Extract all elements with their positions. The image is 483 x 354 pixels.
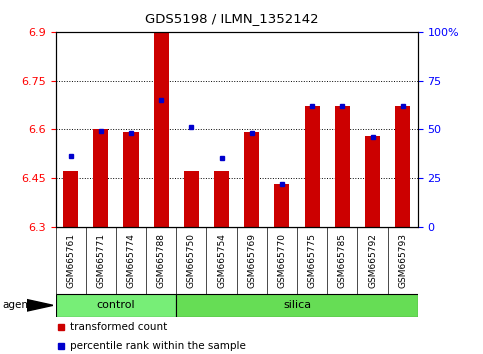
Text: GSM665769: GSM665769	[247, 233, 256, 288]
Text: agent: agent	[2, 300, 32, 310]
Text: GSM665774: GSM665774	[127, 233, 136, 288]
Bar	[274, 184, 289, 227]
Text: GSM665792: GSM665792	[368, 233, 377, 288]
Polygon shape	[27, 299, 53, 311]
Text: GSM665775: GSM665775	[308, 233, 317, 288]
Text: transformed count: transformed count	[70, 322, 167, 332]
Text: percentile rank within the sample: percentile rank within the sample	[70, 341, 246, 351]
Bar	[124, 132, 139, 227]
Text: GSM665770: GSM665770	[277, 233, 286, 288]
Text: GDS5198 / ILMN_1352142: GDS5198 / ILMN_1352142	[145, 12, 319, 25]
Bar	[154, 32, 169, 227]
Text: silica: silica	[283, 300, 311, 310]
Text: GSM665761: GSM665761	[66, 233, 75, 288]
FancyBboxPatch shape	[56, 294, 176, 317]
Bar	[63, 171, 78, 227]
FancyBboxPatch shape	[176, 294, 418, 317]
Bar	[244, 132, 259, 227]
Bar	[305, 107, 320, 227]
Text: GSM665754: GSM665754	[217, 233, 226, 288]
Bar	[365, 136, 380, 227]
Bar	[93, 129, 108, 227]
Bar	[335, 107, 350, 227]
Text: control: control	[97, 300, 135, 310]
Bar	[184, 171, 199, 227]
Text: GSM665788: GSM665788	[156, 233, 166, 288]
Bar	[214, 171, 229, 227]
Bar	[395, 107, 410, 227]
Text: GSM665771: GSM665771	[96, 233, 105, 288]
Text: GSM665793: GSM665793	[398, 233, 407, 288]
Text: GSM665750: GSM665750	[187, 233, 196, 288]
Text: GSM665785: GSM665785	[338, 233, 347, 288]
